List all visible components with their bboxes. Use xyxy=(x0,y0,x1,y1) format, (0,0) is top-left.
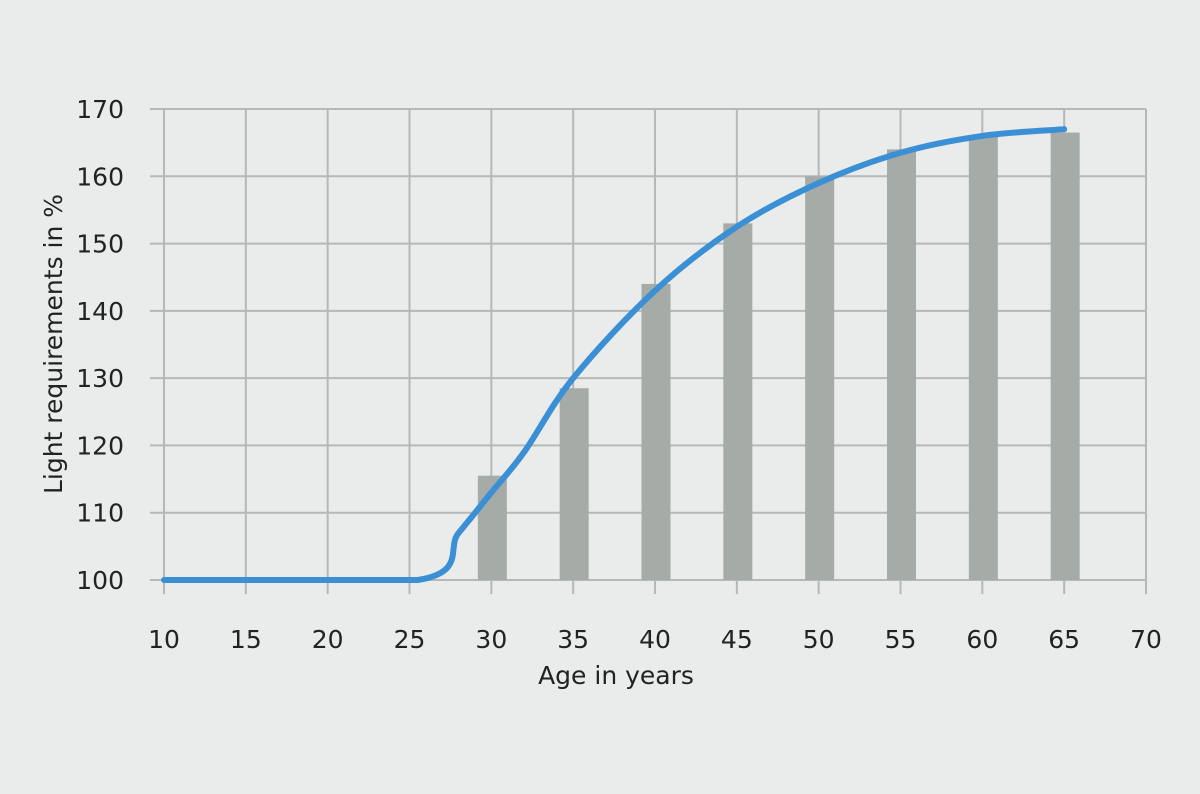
y-axis-ticks: 100 110 120 130 140 150 160 170 xyxy=(76,95,124,595)
y-tick-label: 100 xyxy=(76,566,124,595)
bar xyxy=(968,135,998,580)
x-tick-label: 35 xyxy=(557,625,589,654)
y-tick-label: 110 xyxy=(76,499,124,528)
bar xyxy=(641,283,671,580)
y-tick-label: 120 xyxy=(76,431,124,460)
x-tick-label: 50 xyxy=(803,625,835,654)
bar xyxy=(1050,132,1080,581)
y-tick-label: 150 xyxy=(76,230,124,259)
x-tick-label: 20 xyxy=(312,625,344,654)
y-tick-label: 130 xyxy=(76,364,124,393)
x-axis-ticks: 10 15 20 25 30 35 40 45 50 55 60 65 70 xyxy=(148,625,1162,654)
x-tick-label: 40 xyxy=(639,625,671,654)
bar-series xyxy=(477,132,1080,581)
y-axis-label: Light requirements in % xyxy=(39,194,68,494)
bar xyxy=(887,149,916,580)
y-tick-label: 140 xyxy=(76,297,124,326)
y-tick-label: 160 xyxy=(76,162,124,191)
curve-line xyxy=(161,126,1068,583)
y-tick-label: 170 xyxy=(76,95,124,124)
bar xyxy=(805,176,835,581)
x-tick-label: 25 xyxy=(394,625,426,654)
x-tick-label: 65 xyxy=(1048,625,1080,654)
bar xyxy=(723,223,753,580)
bar xyxy=(559,388,589,580)
x-tick-label: 10 xyxy=(148,625,180,654)
x-tick-label: 60 xyxy=(966,625,998,654)
x-tick-label: 45 xyxy=(721,625,753,654)
x-tick-label: 15 xyxy=(230,625,262,654)
x-tick-label: 55 xyxy=(885,625,917,654)
curve-series xyxy=(161,126,1068,583)
x-tick-label: 70 xyxy=(1130,625,1162,654)
x-axis-label: Age in years xyxy=(538,661,694,690)
x-tick-label: 30 xyxy=(475,625,507,654)
